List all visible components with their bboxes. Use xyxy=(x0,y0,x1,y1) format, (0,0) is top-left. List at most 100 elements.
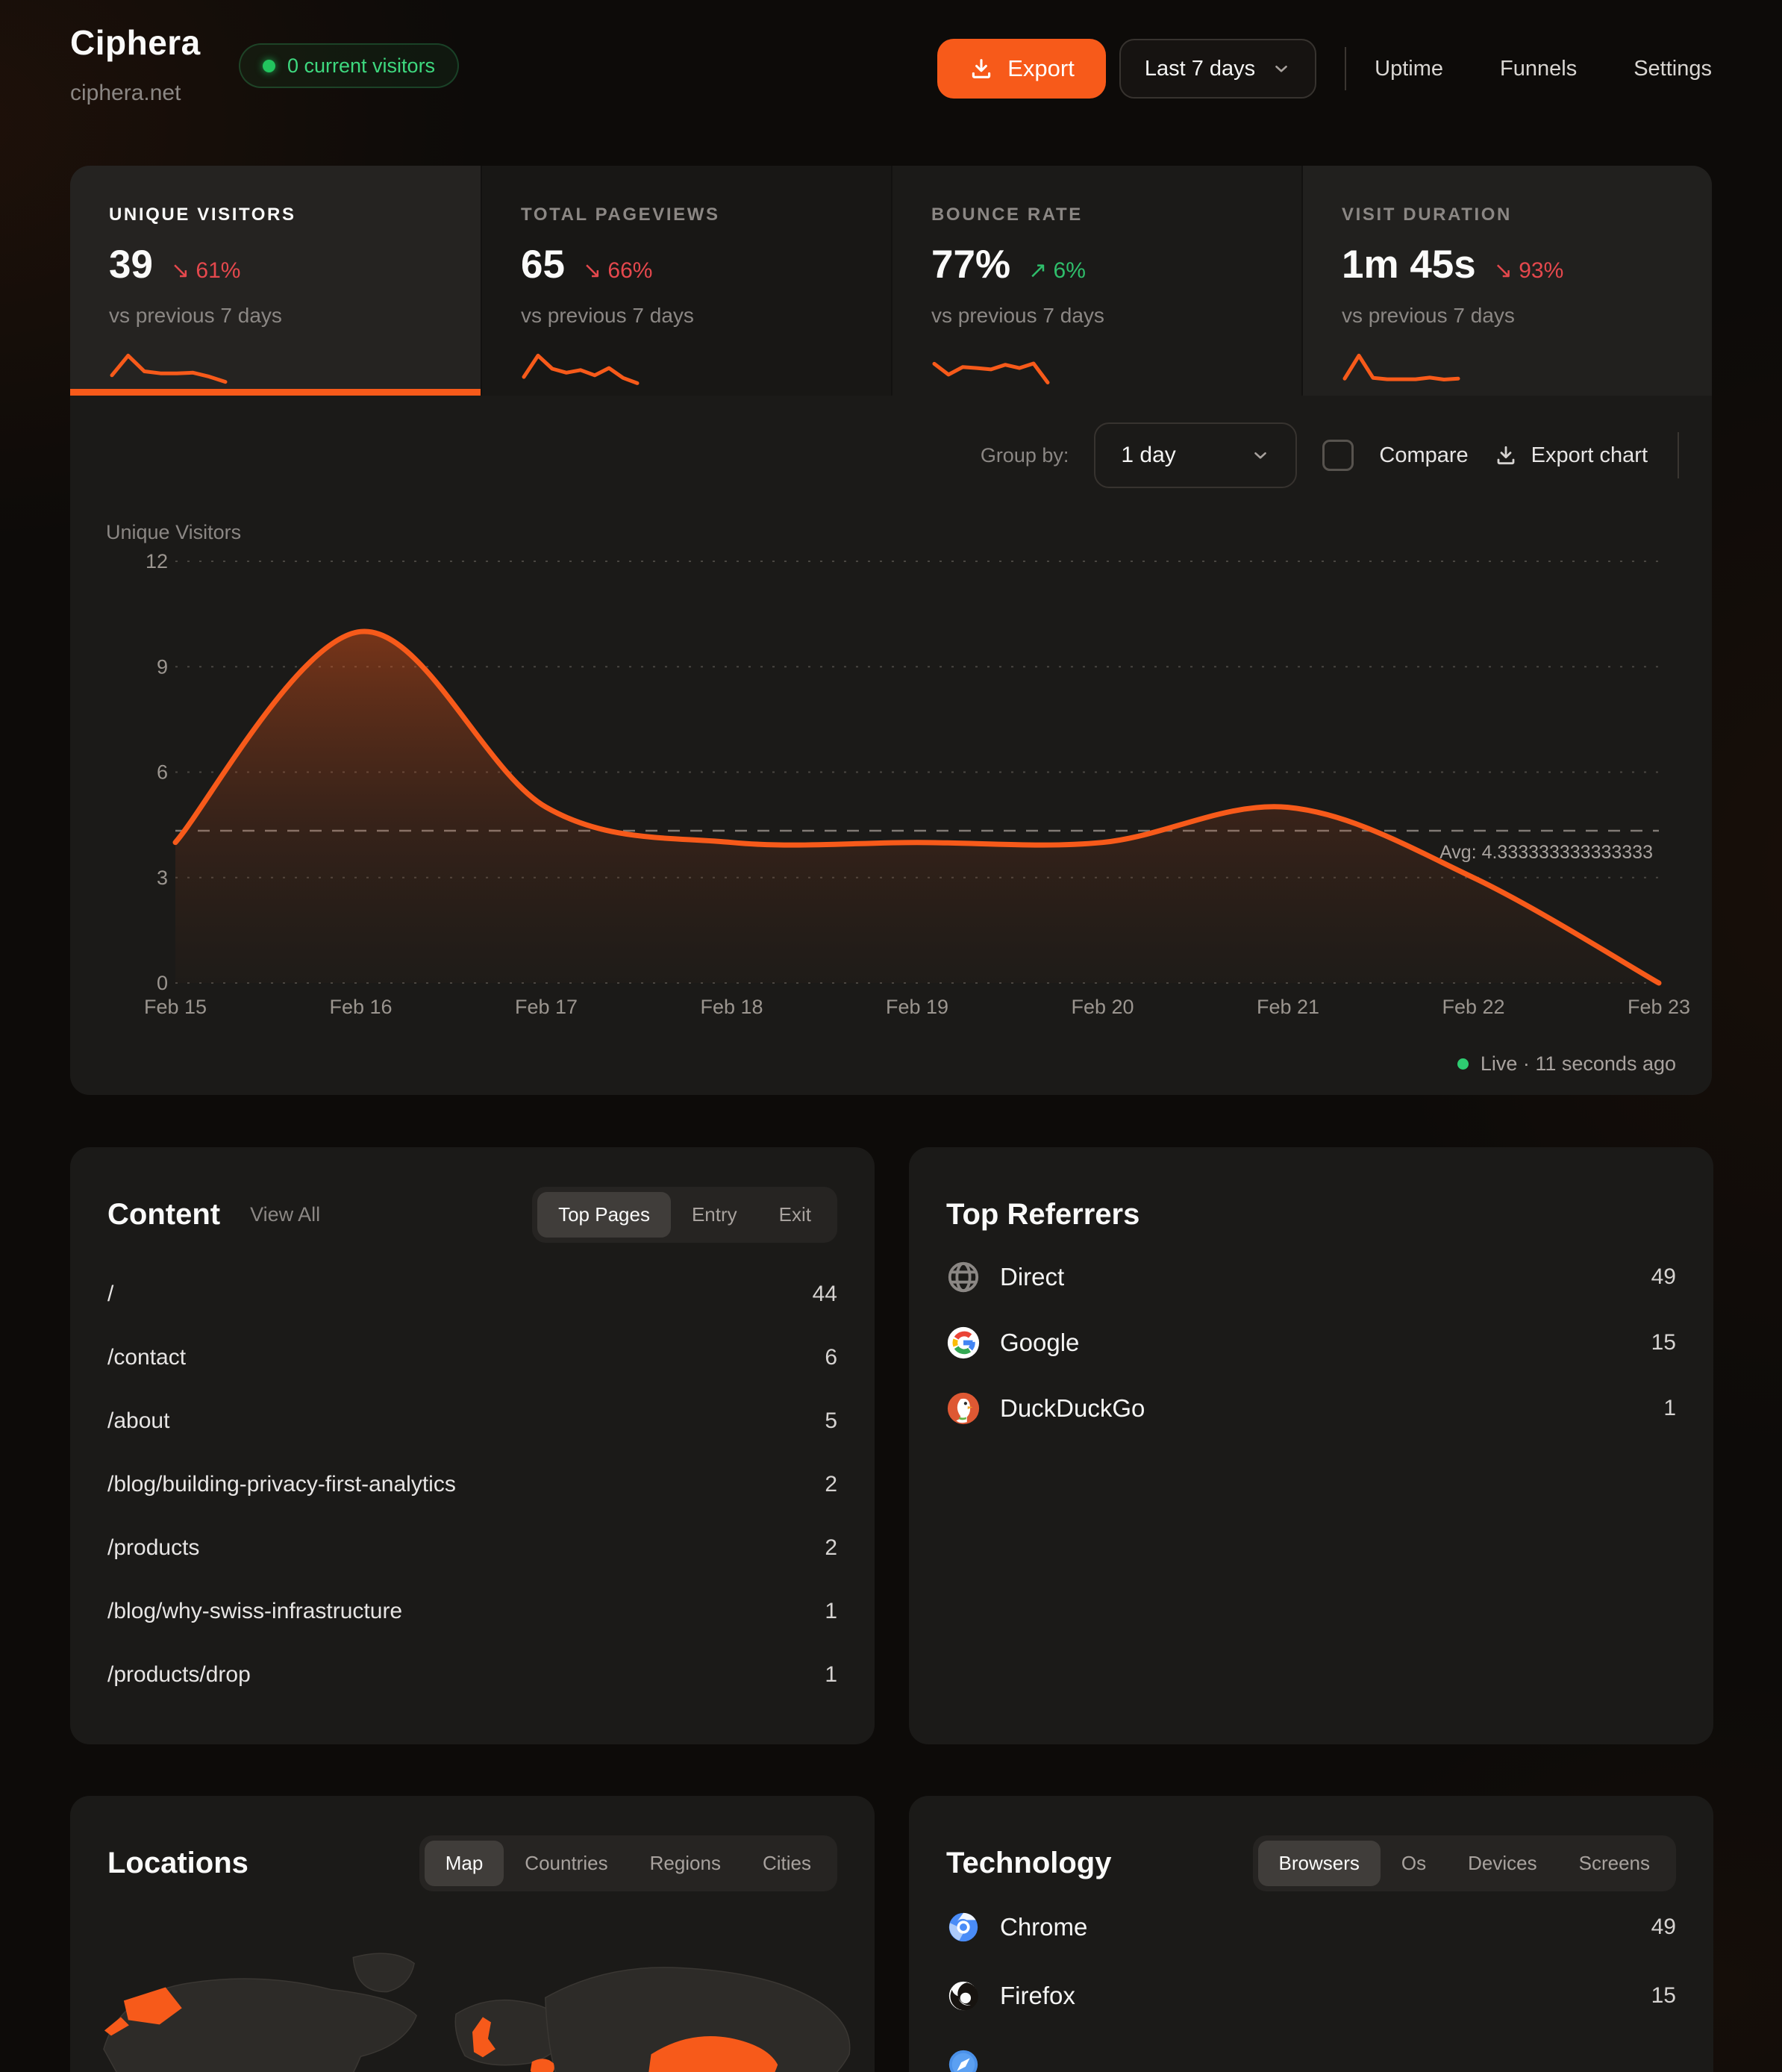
content-rows: / 44 /contact 6 /about 5 /blog/building-… xyxy=(107,1262,837,1706)
content-row[interactable]: /blog/why-swiss-infrastructure 1 xyxy=(107,1579,837,1643)
stat-value: 65 xyxy=(521,243,565,287)
chart-controls: Group by: 1 day Compare Export chart xyxy=(70,422,1679,488)
export-button-label: Export xyxy=(1007,55,1075,81)
technology-rows: Chrome 49 Firefox 15 xyxy=(946,1893,1676,2072)
export-button[interactable]: Export xyxy=(937,39,1106,99)
tab-cities[interactable]: Cities xyxy=(762,1851,811,1874)
row-duckduckgo[interactable]: DuckDuckGo 1 xyxy=(946,1376,1676,1441)
stat-label: TOTAL PAGEVIEWS xyxy=(521,205,720,225)
referrers-panel: Top Referrers Direct 49 Google 15 DuckDu… xyxy=(909,1147,1713,1744)
tab-regions[interactable]: Regions xyxy=(649,1851,721,1874)
svg-text:Feb 23: Feb 23 xyxy=(1628,996,1690,1018)
content-row[interactable]: /products/drop 1 xyxy=(107,1643,837,1706)
site-title: Ciphera xyxy=(70,23,201,62)
technology-tabs: Browsers Os Devices Screens xyxy=(1252,1835,1676,1891)
locations-panel-header: Locations Map Countries Regions Cities xyxy=(85,1833,860,1893)
item-value: 15 xyxy=(1651,1330,1676,1355)
stat-card-unique-visitors[interactable]: UNIQUE VISITORS 39 ↘ 61% vs previous 7 d… xyxy=(70,166,481,396)
svg-text:Feb 22: Feb 22 xyxy=(1442,996,1504,1018)
stats-row: UNIQUE VISITORS 39 ↘ 61% vs previous 7 d… xyxy=(70,166,1712,396)
firefox-icon xyxy=(948,1981,978,2011)
chrome-icon xyxy=(948,1912,978,1942)
tab-entry[interactable]: Entry xyxy=(691,1202,737,1226)
live-status-text: Live · 11 seconds ago xyxy=(1480,1052,1676,1075)
page-count: 6 xyxy=(825,1344,837,1370)
group-by-select[interactable]: 1 day xyxy=(1094,422,1298,488)
item-value: 49 xyxy=(1651,1915,1676,1939)
row-chrome[interactable]: Chrome 49 xyxy=(946,1893,1676,1962)
online-dot-icon xyxy=(263,59,275,72)
tab-countries[interactable]: Countries xyxy=(525,1851,608,1874)
svg-text:Feb 15: Feb 15 xyxy=(144,996,207,1018)
stat-delta: ↗ 6% xyxy=(1028,258,1086,283)
live-dot-icon xyxy=(1457,1058,1469,1070)
svg-text:Feb 16: Feb 16 xyxy=(329,996,392,1018)
export-chart-label: Export chart xyxy=(1531,443,1648,467)
date-range-select[interactable]: Last 7 days xyxy=(1119,39,1317,99)
stat-note: vs previous 7 days xyxy=(521,304,694,327)
download-icon xyxy=(1494,443,1518,467)
tab-devices[interactable]: Devices xyxy=(1468,1851,1537,1874)
stat-card-total-pageviews[interactable]: TOTAL PAGEVIEWS 65 ↘ 66% vs previous 7 d… xyxy=(481,166,891,396)
stat-sparkline xyxy=(932,361,1050,384)
svg-text:Feb 17: Feb 17 xyxy=(515,996,578,1018)
stat-label: BOUNCE RATE xyxy=(931,205,1083,225)
row-google[interactable]: Google 15 xyxy=(946,1310,1676,1376)
page-path: /about xyxy=(107,1408,170,1433)
download-icon xyxy=(969,56,994,81)
header: Ciphera 0 current visitors ciphera.net E… xyxy=(70,21,1712,140)
tab-browsers[interactable]: Browsers xyxy=(1257,1840,1381,1886)
nav-link-settings[interactable]: Settings xyxy=(1634,56,1712,81)
stat-value: 39 xyxy=(109,243,153,287)
content-row[interactable]: /about 5 xyxy=(107,1389,837,1452)
live-status: Live · 11 seconds ago xyxy=(1457,1052,1676,1076)
chevron-down-icon xyxy=(1251,446,1270,465)
stat-sparkline xyxy=(522,353,640,385)
list-item[interactable] xyxy=(946,2030,1676,2072)
duckduckgo-icon xyxy=(947,1392,980,1425)
page-path: /blog/building-privacy-first-analytics xyxy=(107,1471,456,1497)
chevron-down-icon xyxy=(1272,59,1291,78)
visitors-line-chart: 0 3 6 9 12 Avg: 4.333333333333333 Feb 15 Feb 16… xyxy=(144,550,1690,1018)
compare-checkbox[interactable] xyxy=(1322,440,1354,471)
stat-value: 77% xyxy=(931,243,1011,287)
tab-map[interactable]: Map xyxy=(424,1840,504,1886)
page-path: /products xyxy=(107,1535,200,1560)
stat-card-visit-duration[interactable]: VISIT DURATION 1m 45s ↘ 93% vs previous … xyxy=(1301,166,1712,396)
page-count: 44 xyxy=(812,1281,837,1306)
nav-link-uptime[interactable]: Uptime xyxy=(1375,56,1444,81)
google-icon xyxy=(947,1326,980,1359)
stat-label: UNIQUE VISITORS xyxy=(109,205,296,225)
referrers-panel-header: Top Referrers xyxy=(946,1185,1676,1244)
item-label: Google xyxy=(1000,1329,1080,1356)
stat-delta: ↘ 66% xyxy=(582,258,653,283)
content-row[interactable]: /products 2 xyxy=(107,1516,837,1579)
row-direct[interactable]: Direct 49 xyxy=(946,1244,1676,1310)
current-visitors-badge[interactable]: 0 current visitors xyxy=(239,43,460,88)
tab-os[interactable]: Os xyxy=(1401,1851,1427,1874)
svg-text:Feb 18: Feb 18 xyxy=(700,996,763,1018)
tab-top-pages[interactable]: Top Pages xyxy=(537,1191,671,1238)
row-firefox[interactable]: Firefox 15 xyxy=(946,1962,1676,2030)
stat-card-bounce-rate[interactable]: BOUNCE RATE 77% ↗ 6% vs previous 7 days xyxy=(891,166,1301,396)
page-count: 1 xyxy=(825,1661,837,1687)
content-row[interactable]: /blog/building-privacy-first-analytics 2 xyxy=(107,1452,837,1516)
stat-sparkline xyxy=(1342,353,1460,381)
locations-tabs: Map Countries Regions Cities xyxy=(419,1835,837,1891)
top-nav: Uptime Funnels Settings xyxy=(1375,57,1712,81)
stat-value: 1m 45s xyxy=(1342,243,1476,287)
view-all-link[interactable]: View All xyxy=(250,1202,321,1226)
svg-text:9: 9 xyxy=(157,655,168,678)
tab-exit[interactable]: Exit xyxy=(778,1202,811,1226)
item-value: 15 xyxy=(1651,1983,1676,2008)
content-row[interactable]: / 44 xyxy=(107,1262,837,1326)
content-row[interactable]: /contact 6 xyxy=(107,1326,837,1389)
export-chart-button[interactable]: Export chart xyxy=(1494,443,1648,468)
content-panel: Content View All Top Pages Entry Exit / 44… xyxy=(70,1147,875,1744)
svg-text:Feb 19: Feb 19 xyxy=(886,996,948,1018)
svg-text:Avg: 4.333333333333333: Avg: 4.333333333333333 xyxy=(1439,842,1653,863)
group-by-label: Group by: xyxy=(980,443,1069,466)
nav-link-funnels[interactable]: Funnels xyxy=(1500,56,1578,81)
current-visitors-label: 0 current visitors xyxy=(287,54,436,77)
tab-screens[interactable]: Screens xyxy=(1578,1851,1650,1874)
